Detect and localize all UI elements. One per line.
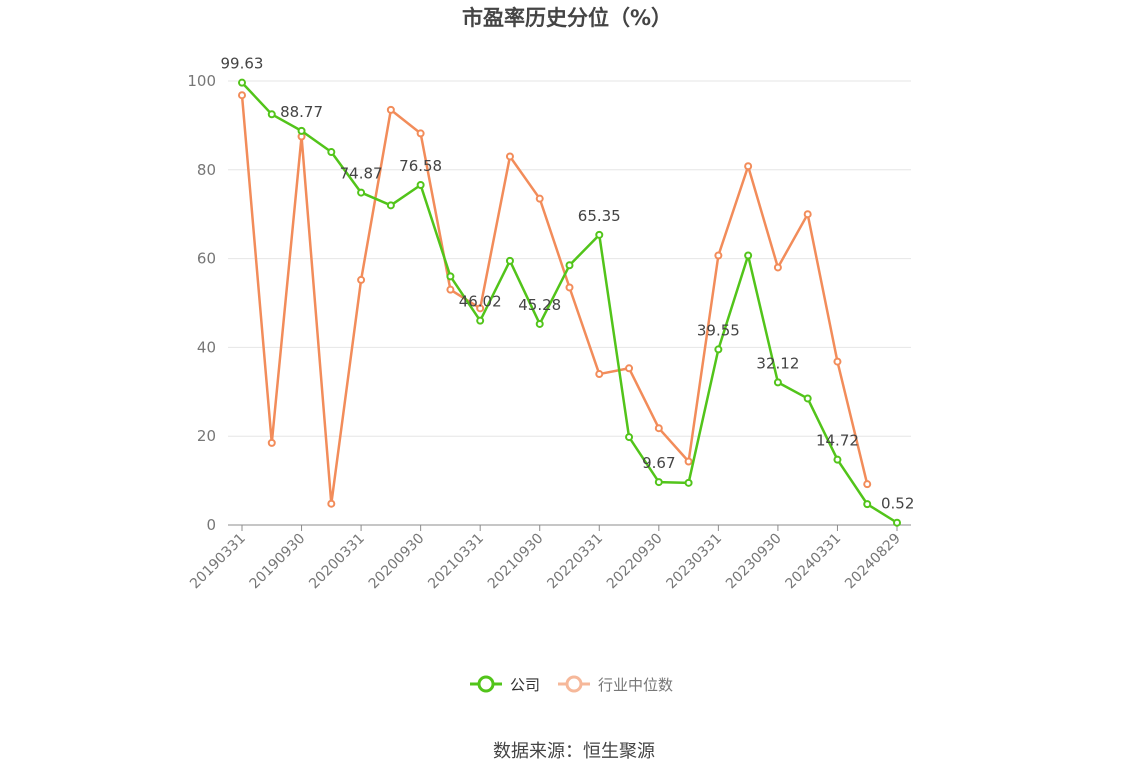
data-label: 45.28 <box>518 296 561 314</box>
x-tick-label: 20240829 <box>842 531 904 593</box>
data-point[interactable] <box>357 275 366 284</box>
series-industry <box>238 91 872 508</box>
series-line <box>240 95 869 505</box>
chart-title: 市盈率历史分位（%） <box>462 6 672 30</box>
data-point[interactable] <box>535 194 544 203</box>
data-point[interactable] <box>327 148 336 157</box>
data-label: 88.77 <box>280 103 323 121</box>
data-point[interactable] <box>238 78 246 87</box>
x-tick-label: 20200331 <box>306 531 368 593</box>
data-point[interactable] <box>744 251 753 260</box>
data-point[interactable] <box>654 424 663 433</box>
data-label: 0.52 <box>881 495 914 513</box>
legend-company-label: 公司 <box>510 676 540 694</box>
series-line <box>241 81 898 524</box>
x-tick-label: 20220930 <box>604 531 666 593</box>
data-point[interactable] <box>565 261 574 270</box>
data-label: 65.35 <box>578 207 621 225</box>
data-point[interactable] <box>267 110 276 119</box>
y-tick-label: 0 <box>206 516 216 534</box>
data-point[interactable] <box>714 251 723 260</box>
data-point[interactable] <box>684 478 693 487</box>
data-point[interactable] <box>773 263 782 272</box>
x-tick-label: 20190331 <box>187 531 249 593</box>
data-point[interactable] <box>327 499 336 508</box>
x-tick-label: 20210331 <box>425 531 487 593</box>
data-label: 74.87 <box>340 165 383 183</box>
y-tick-label: 60 <box>197 250 216 268</box>
x-tick-label: 20240331 <box>783 531 845 593</box>
data-point[interactable] <box>803 210 812 219</box>
data-point[interactable] <box>446 272 455 281</box>
data-point[interactable] <box>238 91 246 100</box>
data-point[interactable] <box>476 304 485 313</box>
data-label: 14.72 <box>816 432 859 450</box>
data-point[interactable] <box>386 105 395 114</box>
x-tick-label: 20230930 <box>723 531 785 593</box>
data-label: 46.02 <box>459 293 502 311</box>
data-point[interactable] <box>595 370 604 379</box>
grid-lines <box>228 80 911 437</box>
data-point[interactable] <box>833 357 842 366</box>
data-point[interactable] <box>535 319 544 328</box>
legend: 公司 行业中位数 <box>470 675 673 694</box>
data-point[interactable] <box>476 316 485 325</box>
x-axis: 2019033120190930202003312020093020210331… <box>187 524 911 593</box>
legend-industry-marker <box>565 675 583 693</box>
data-point[interactable] <box>595 230 604 239</box>
data-point[interactable] <box>386 201 395 210</box>
data-point[interactable] <box>863 480 872 489</box>
data-point[interactable] <box>654 478 663 487</box>
data-point[interactable] <box>625 433 634 442</box>
data-point[interactable] <box>625 364 634 373</box>
x-tick-label: 20200930 <box>366 531 428 593</box>
data-point[interactable] <box>684 457 693 466</box>
x-tick-label: 20210930 <box>485 531 547 593</box>
legend-company-marker <box>477 675 495 693</box>
y-tick-label: 40 <box>197 338 216 356</box>
y-axis-ticks: 0 20 40 60 80 100 <box>187 72 216 534</box>
x-tick-label: 20230331 <box>663 531 725 593</box>
y-tick-label: 80 <box>197 161 216 179</box>
data-point[interactable] <box>803 394 812 403</box>
data-point[interactable] <box>893 518 901 527</box>
legend-industry-label: 行业中位数 <box>598 676 673 694</box>
series-layer <box>238 78 901 527</box>
data-point[interactable] <box>773 378 782 387</box>
data-point[interactable] <box>416 129 425 138</box>
data-point[interactable] <box>863 500 872 509</box>
data-point[interactable] <box>297 126 306 135</box>
data-label: 76.58 <box>399 157 442 175</box>
data-point[interactable] <box>357 188 366 197</box>
y-tick-label: 20 <box>197 427 216 445</box>
data-label: 99.63 <box>221 55 264 73</box>
y-tick-label: 100 <box>187 72 216 90</box>
data-label: 9.67 <box>642 454 675 472</box>
data-point[interactable] <box>833 455 842 464</box>
legend-item-industry[interactable]: 行业中位数 <box>558 675 673 694</box>
data-point[interactable] <box>505 152 514 161</box>
source-text: 数据来源：恒生聚源 <box>493 741 655 762</box>
x-tick-label: 20190930 <box>247 531 309 593</box>
data-point[interactable] <box>744 162 753 171</box>
data-point[interactable] <box>505 256 514 265</box>
data-point[interactable] <box>446 285 455 294</box>
data-label: 32.12 <box>756 354 799 372</box>
data-labels: 99.63 88.77 74.87 76.58 46.02 45.28 65.35 9.67 3… <box>221 55 915 513</box>
data-point[interactable] <box>714 345 723 354</box>
legend-item-company[interactable]: 公司 <box>470 675 540 694</box>
data-point[interactable] <box>416 180 425 189</box>
data-point[interactable] <box>267 438 276 447</box>
series-company <box>238 78 901 527</box>
data-label: 39.55 <box>697 321 740 339</box>
data-point[interactable] <box>565 283 574 292</box>
x-tick-label: 20220331 <box>544 531 606 593</box>
